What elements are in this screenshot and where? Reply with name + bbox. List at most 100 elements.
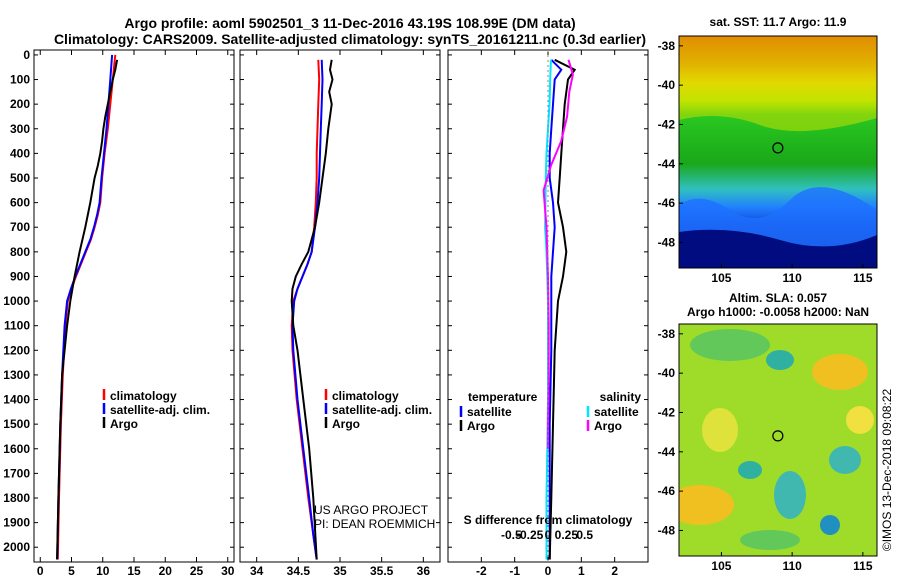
x-tick-label: 35 [333, 564, 347, 578]
map-y-tick-label: -42 [658, 117, 676, 131]
series-line-s-argo [542, 59, 574, 449]
x-tick-label: 2 [611, 564, 618, 578]
legend-label: satellite-adj. clim. [332, 403, 432, 417]
title-line-2: Climatology: CARS2009. Satellite-adjuste… [54, 31, 646, 47]
map-x-tick-label: 115 [853, 271, 873, 285]
sst-map-frame [678, 35, 878, 269]
x-tick-label: 35.5 [370, 564, 394, 578]
map-x-tick-label: 115 [853, 559, 873, 573]
temperature-panel: 0100200300400500600700800900100011001200… [3, 48, 234, 580]
map-y-tick-label: -40 [658, 366, 676, 380]
depth-tick-label: 200 [10, 97, 30, 111]
project-annotation: US ARGO PROJECT [314, 503, 429, 517]
series-line-argo [56, 59, 119, 560]
map-y-tick-label: -48 [658, 235, 676, 249]
series-line-t-satellite [548, 59, 563, 560]
x-tick-label: 10 [96, 564, 110, 578]
x-tick-label: 15 [127, 564, 141, 578]
legend-label: Argo [467, 419, 495, 433]
plot-frame [33, 49, 235, 563]
depth-tick-label: 1200 [3, 343, 30, 357]
x-axis-label: temperature (deg C) [77, 578, 191, 580]
depth-tick-label: 1000 [3, 294, 30, 308]
sst-map-axes: 105 110 115 -38 -40 -42 -44 -46 -48 [658, 39, 873, 285]
x-tick-label: 5 [68, 564, 75, 578]
depth-tick-label: 600 [10, 196, 30, 210]
x-tick-label: -2 [476, 564, 487, 578]
legend-label: climatology [110, 389, 177, 403]
legend-label: satellite [467, 405, 512, 419]
map-y-tick-label: -48 [658, 523, 676, 537]
depth-tick-label: 1900 [3, 516, 30, 530]
depth-tick-label: 100 [10, 73, 30, 87]
x-axis-label: T difference from climatology [464, 578, 632, 580]
map-y-tick-label: -38 [658, 39, 676, 53]
depth-tick-label: 500 [10, 171, 30, 185]
x-tick-label: 0 [545, 564, 552, 578]
sla-map-title: Altim. SLA: 0.057 [729, 291, 827, 305]
series-line-argo [290, 59, 334, 560]
depth-tick-label: 1700 [3, 466, 30, 480]
depth-tick-label: 1800 [3, 491, 30, 505]
argo-location-marker [772, 430, 784, 442]
sla-map-axes: 105 110 115 -38 -40 -42 -44 -46 -48 [658, 327, 873, 573]
s-tick-label: 0.5 [576, 528, 593, 542]
legend-label: Argo [332, 417, 360, 431]
s-tick-label: -0.25 [516, 528, 544, 542]
sst-heatmap [679, 36, 877, 268]
s-tick-label: -0.5 [501, 528, 522, 542]
map-x-tick-label: 110 [782, 271, 802, 285]
sla-map-frame [678, 323, 878, 557]
x-tick-label: 20 [159, 564, 173, 578]
map-y-tick-label: -40 [658, 78, 676, 92]
depth-tick-label: 1500 [3, 417, 30, 431]
map-y-tick-label: -46 [658, 484, 676, 498]
map-y-tick-label: -44 [658, 445, 676, 459]
map-x-tick-label: 105 [711, 271, 731, 285]
legend-label: satellite-adj. clim. [110, 403, 210, 417]
x-tick-label: 36 [417, 564, 431, 578]
map-x-tick-label: 110 [782, 559, 802, 573]
s-tick-label: 0.25 [555, 528, 579, 542]
depth-tick-label: 300 [10, 122, 30, 136]
series-line-t-argo [548, 58, 577, 560]
x-axis-label: salinity [319, 578, 361, 580]
map-x-tick-label: 105 [711, 559, 731, 573]
legend-title-salinity: salinity [600, 390, 642, 404]
map-y-tick-label: -38 [658, 327, 676, 341]
depth-tick-label: 700 [10, 220, 30, 234]
difference-panel: -2 -1 0 1 2T difference from climatology temp… [447, 49, 649, 580]
depth-tick-label: 1100 [4, 319, 30, 333]
x-tick-label: -1 [509, 564, 520, 578]
salinity-panel: 34 34.5 35 35.5 36 salinity climatologysatelli… [239, 49, 441, 580]
depth-tick-label: 1400 [3, 393, 30, 407]
legend-label: satellite [594, 405, 639, 419]
x-tick-label: 30 [221, 564, 235, 578]
sst-map-title: sat. SST: 11.7 Argo: 11.9 [710, 15, 847, 29]
depth-tick-label: 0 [23, 48, 30, 62]
map-y-tick-label: -46 [658, 196, 676, 210]
x-tick-label: 34.5 [287, 564, 311, 578]
legend-title-temperature: temperature [468, 390, 538, 404]
project-annotation: PI: DEAN ROEMMICH [314, 517, 435, 531]
series-line-satellite-adj-clim- [291, 59, 324, 560]
legend-label: Argo [594, 419, 622, 433]
map-y-tick-label: -44 [658, 157, 676, 171]
x-tick-label: 1 [578, 564, 585, 578]
series-line-climatology [290, 59, 321, 560]
argo-location-marker [772, 142, 784, 154]
x-tick-label: 0 [37, 564, 44, 578]
sla-map-subtitle: Argo h1000: -0.0058 h2000: NaN [687, 305, 869, 319]
legend-label: climatology [332, 389, 399, 403]
copyright-stamp: ©IMOS 13-Dec-2018 09:08:22 [880, 389, 894, 552]
x-tick-label: 34 [250, 564, 264, 578]
title-line-1: Argo profile: aoml 5902501_3 11-Dec-2016… [124, 15, 575, 31]
plot-frame [239, 49, 441, 563]
legend-label: Argo [110, 417, 138, 431]
sla-heatmap [679, 324, 877, 556]
depth-tick-label: 900 [10, 269, 30, 283]
depth-tick-label: 1600 [3, 442, 30, 456]
map-y-tick-label: -42 [658, 405, 676, 419]
x-tick-label: 25 [190, 564, 204, 578]
